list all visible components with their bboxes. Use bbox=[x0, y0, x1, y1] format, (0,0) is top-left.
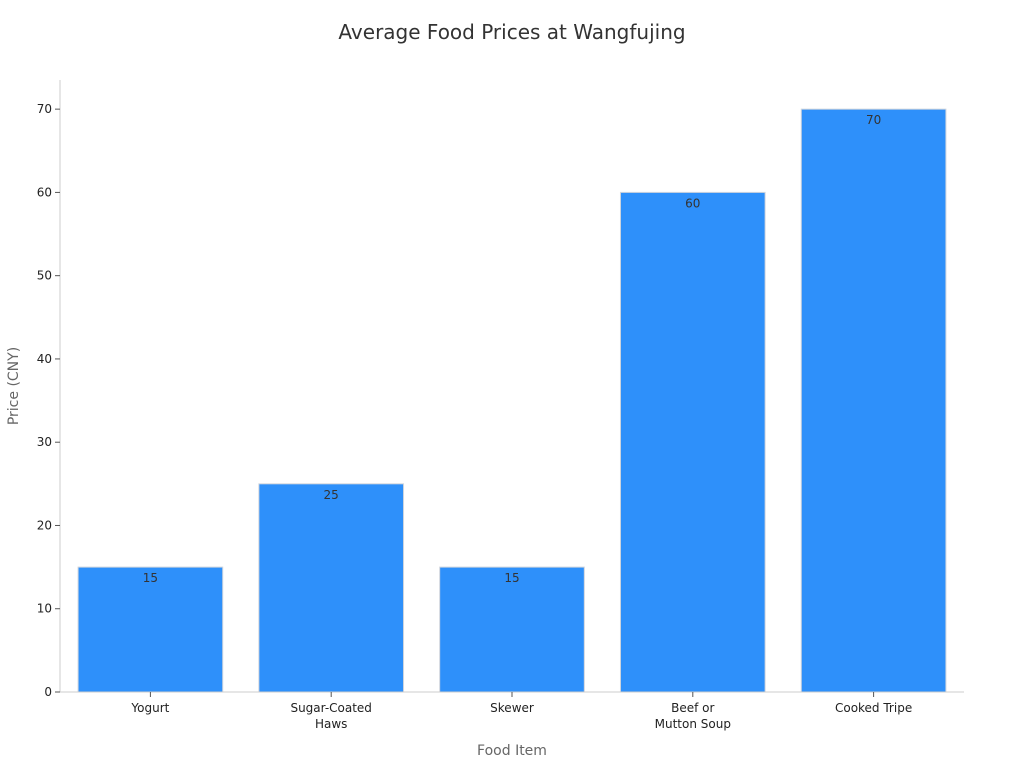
y-tick-label: 60 bbox=[37, 185, 52, 199]
bar bbox=[258, 483, 405, 693]
y-tick-label: 70 bbox=[37, 102, 52, 116]
x-ticks-group: Yogurt Sugar-Coated Haws Skewer Beef or Mutto… bbox=[130, 692, 912, 731]
y-tick-label: 50 bbox=[37, 269, 52, 283]
data-label: 15 bbox=[504, 571, 519, 585]
y-tick-label: 0 bbox=[44, 685, 52, 699]
x-axis-title: Food Item bbox=[477, 743, 547, 759]
y-tick-label: 30 bbox=[37, 435, 52, 449]
data-label: 25 bbox=[324, 488, 339, 502]
x-tick-label: Sugar-Coated Haws bbox=[290, 701, 371, 731]
data-labels-group: 15 25 15 60 70 bbox=[143, 113, 881, 585]
data-label: 60 bbox=[685, 196, 700, 210]
y-tick-label: 20 bbox=[37, 518, 52, 532]
chart-title: Average Food Prices at Wangfujing bbox=[338, 20, 686, 44]
bar bbox=[800, 108, 947, 693]
x-tick-label: Cooked Tripe bbox=[835, 701, 912, 715]
y-tick-label: 10 bbox=[37, 602, 52, 616]
x-tick-label: Beef or Mutton Soup bbox=[655, 701, 731, 731]
x-tick-label: Yogurt bbox=[130, 701, 169, 715]
bar bbox=[77, 566, 224, 693]
y-tick-label: 40 bbox=[37, 352, 52, 366]
bars-group bbox=[77, 108, 947, 693]
y-ticks-group: 0 10 20 30 40 50 60 70 bbox=[37, 102, 60, 699]
bar bbox=[619, 191, 766, 693]
data-label: 70 bbox=[866, 113, 881, 127]
y-axis-title: Price (CNY) bbox=[6, 347, 22, 425]
x-tick-label: Skewer bbox=[490, 701, 534, 715]
bar bbox=[439, 566, 585, 693]
data-label: 15 bbox=[143, 571, 158, 585]
